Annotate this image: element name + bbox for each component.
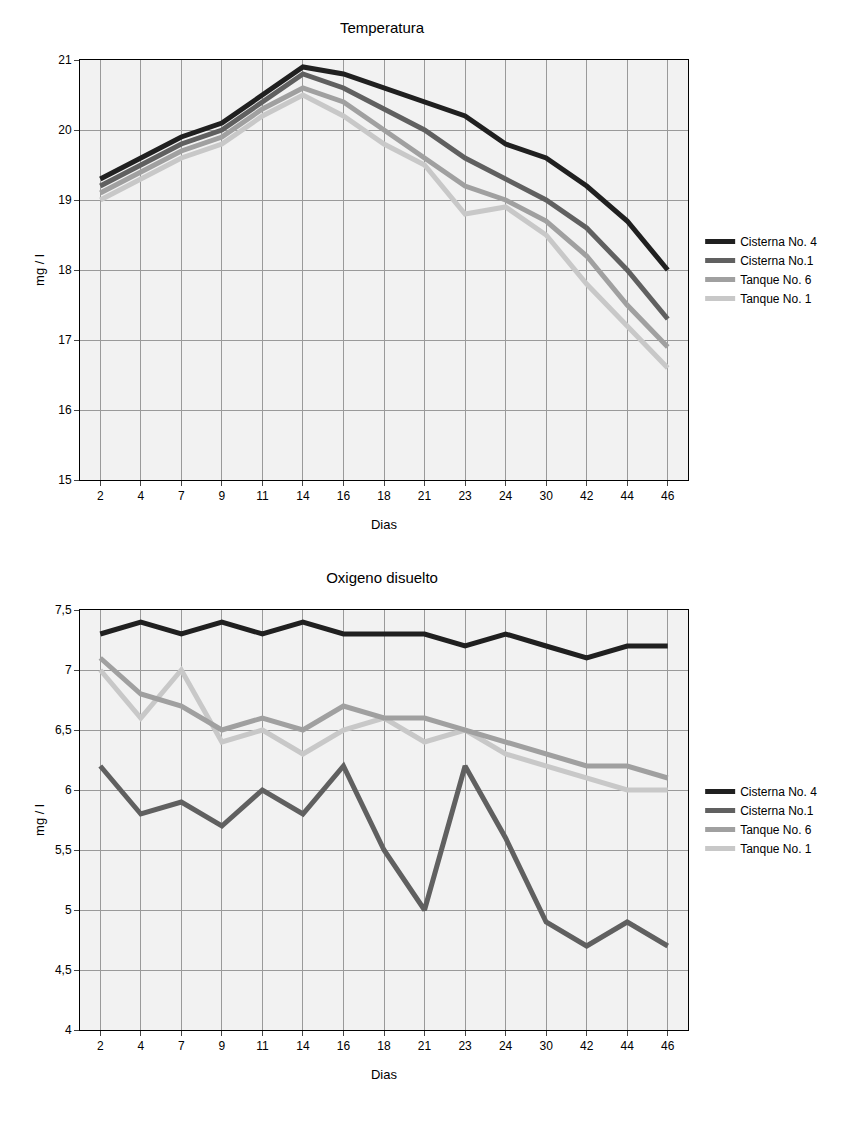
svg-text:Tanque No. 6: Tanque No. 6 xyxy=(740,823,812,837)
svg-text:14: 14 xyxy=(296,1039,310,1053)
svg-text:5,5: 5,5 xyxy=(55,843,72,857)
svg-text:17: 17 xyxy=(58,333,72,347)
svg-text:Tanque No. 6: Tanque No. 6 xyxy=(740,273,812,287)
svg-text:7,5: 7,5 xyxy=(55,603,72,617)
svg-text:Temperatura: Temperatura xyxy=(340,19,425,36)
svg-text:9: 9 xyxy=(219,489,226,503)
svg-text:Cisterna No.1: Cisterna No.1 xyxy=(740,804,814,818)
svg-text:24: 24 xyxy=(499,489,513,503)
svg-text:2: 2 xyxy=(97,1039,104,1053)
svg-text:11: 11 xyxy=(256,489,269,503)
svg-text:16: 16 xyxy=(337,489,351,503)
svg-text:Cisterna No. 4: Cisterna No. 4 xyxy=(740,785,817,799)
svg-text:46: 46 xyxy=(661,1039,675,1053)
svg-text:44: 44 xyxy=(621,1039,635,1053)
svg-text:16: 16 xyxy=(58,403,72,417)
svg-text:Cisterna No.1: Cisterna No.1 xyxy=(740,254,814,268)
svg-text:42: 42 xyxy=(580,489,594,503)
svg-text:Dias: Dias xyxy=(371,517,398,532)
svg-text:15: 15 xyxy=(58,473,72,487)
svg-text:Tanque No. 1: Tanque No. 1 xyxy=(740,842,812,856)
svg-text:mg / l: mg / l xyxy=(32,804,47,836)
svg-text:21: 21 xyxy=(58,53,72,67)
svg-text:42: 42 xyxy=(580,1039,594,1053)
svg-text:Oxigeno disuelto: Oxigeno disuelto xyxy=(326,569,438,586)
svg-text:Tanque No. 1: Tanque No. 1 xyxy=(740,292,812,306)
svg-text:4: 4 xyxy=(137,1039,144,1053)
svg-text:21: 21 xyxy=(418,1039,432,1053)
svg-text:11: 11 xyxy=(256,1039,269,1053)
svg-text:30: 30 xyxy=(539,1039,553,1053)
svg-text:Cisterna No. 4: Cisterna No. 4 xyxy=(740,235,817,249)
svg-text:18: 18 xyxy=(377,1039,391,1053)
svg-text:18: 18 xyxy=(58,263,72,277)
svg-text:4: 4 xyxy=(65,1023,72,1037)
svg-text:18: 18 xyxy=(377,489,391,503)
svg-text:9: 9 xyxy=(219,1039,226,1053)
svg-text:46: 46 xyxy=(661,489,675,503)
svg-text:4,5: 4,5 xyxy=(55,963,72,977)
svg-text:23: 23 xyxy=(458,1039,472,1053)
svg-text:7: 7 xyxy=(65,663,72,677)
svg-text:7: 7 xyxy=(178,489,185,503)
svg-text:21: 21 xyxy=(418,489,432,503)
svg-text:19: 19 xyxy=(58,193,72,207)
svg-text:20: 20 xyxy=(58,123,72,137)
svg-text:2: 2 xyxy=(97,489,104,503)
svg-text:44: 44 xyxy=(621,489,635,503)
svg-text:23: 23 xyxy=(458,489,472,503)
svg-text:24: 24 xyxy=(499,1039,513,1053)
svg-text:4: 4 xyxy=(137,489,144,503)
svg-text:7: 7 xyxy=(178,1039,185,1053)
svg-text:6: 6 xyxy=(65,783,72,797)
svg-text:6,5: 6,5 xyxy=(55,723,72,737)
svg-text:16: 16 xyxy=(337,1039,351,1053)
svg-text:14: 14 xyxy=(296,489,310,503)
svg-text:30: 30 xyxy=(539,489,553,503)
svg-text:mg / l: mg / l xyxy=(32,254,47,286)
svg-text:Dias: Dias xyxy=(371,1067,398,1082)
svg-text:5: 5 xyxy=(65,903,72,917)
